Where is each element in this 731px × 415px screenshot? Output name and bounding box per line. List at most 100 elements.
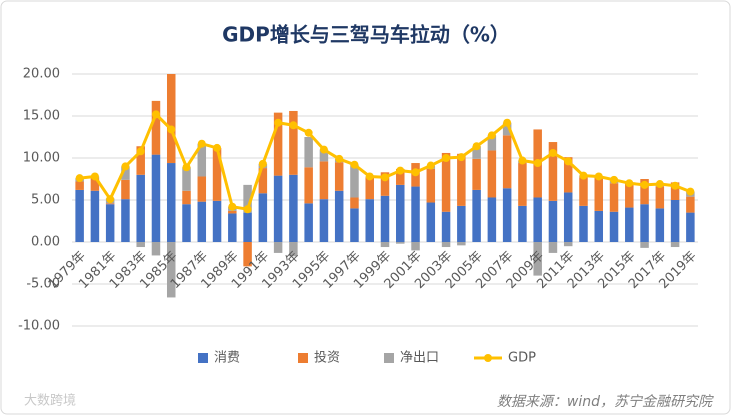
bar	[136, 242, 145, 248]
bar	[289, 242, 298, 257]
gdp-marker	[350, 160, 359, 169]
bar	[243, 212, 252, 242]
gdp-marker	[610, 175, 619, 184]
gdp-marker	[75, 174, 84, 183]
bar	[548, 242, 558, 253]
bar	[365, 177, 374, 200]
bar	[396, 242, 405, 244]
bar	[197, 201, 207, 242]
gdp-marker	[686, 187, 695, 196]
bar	[502, 188, 512, 242]
gdp-marker	[503, 118, 512, 127]
gdp-marker	[625, 179, 634, 188]
bar	[243, 184, 252, 213]
bar	[121, 199, 130, 242]
bar	[182, 204, 191, 242]
gdp-marker	[213, 143, 222, 152]
gdp-marker	[426, 161, 435, 170]
bar	[594, 176, 604, 211]
bar	[686, 196, 695, 213]
y-tick-label: 5.00	[31, 193, 60, 208]
bar	[411, 186, 420, 242]
bar	[228, 213, 237, 242]
y-tick-label: 0.00	[31, 235, 60, 250]
gdp-marker	[472, 142, 481, 151]
bar	[350, 197, 359, 209]
bar	[197, 176, 207, 202]
bar	[75, 181, 84, 190]
bar	[151, 154, 161, 242]
bar	[426, 202, 436, 242]
gdp-marker	[151, 110, 160, 119]
bar	[365, 199, 374, 242]
bar	[441, 211, 451, 242]
chart-title: GDP增长与三驾马车拉动（%）	[222, 23, 510, 47]
bar	[136, 146, 145, 175]
y-tick-label: 10.00	[23, 151, 60, 166]
gdp-marker	[106, 195, 115, 204]
bar	[472, 189, 481, 242]
bar	[212, 147, 222, 201]
gdp-marker	[564, 157, 573, 166]
bar	[166, 242, 176, 298]
bar	[563, 157, 573, 193]
gdp-marker	[457, 153, 466, 162]
bar	[319, 199, 329, 242]
y-tick-label: -5.00	[26, 277, 60, 292]
bar	[655, 208, 665, 242]
bar	[273, 242, 283, 253]
bar	[258, 168, 268, 194]
gdp-marker	[381, 173, 389, 182]
bar	[273, 112, 283, 176]
gdp-marker	[197, 139, 206, 148]
bar	[670, 242, 680, 248]
bar	[258, 193, 268, 242]
bar	[548, 200, 558, 242]
gdp-marker	[579, 171, 588, 180]
bar	[563, 192, 573, 242]
bar	[625, 207, 634, 242]
gdp-marker	[533, 159, 542, 168]
gdp-marker	[274, 118, 283, 127]
bar	[686, 212, 695, 242]
bar	[105, 203, 115, 205]
bar	[670, 182, 680, 200]
watermark: 大数跨境	[24, 394, 76, 409]
gdp-marker	[671, 181, 680, 190]
bar	[670, 200, 680, 242]
bar	[90, 190, 100, 242]
bar	[304, 167, 313, 204]
bar	[75, 189, 84, 242]
bar	[319, 149, 329, 162]
bar	[151, 242, 161, 256]
bar	[334, 162, 344, 191]
bar	[457, 242, 466, 246]
y-tick-label: 15.00	[23, 109, 60, 124]
gdp-marker	[365, 172, 374, 181]
bar	[655, 186, 665, 209]
bar	[243, 242, 252, 267]
bar	[502, 135, 512, 189]
bar	[594, 210, 604, 242]
bar	[609, 183, 619, 212]
gdp-marker	[319, 145, 328, 154]
bar	[609, 211, 619, 242]
gdp-marker	[518, 156, 527, 165]
bar	[472, 158, 481, 190]
gdp-marker	[487, 131, 496, 140]
gdp-marker	[594, 172, 603, 181]
bar	[166, 163, 176, 242]
gdp-marker	[304, 128, 313, 137]
bar	[625, 183, 634, 208]
legend-marker	[484, 354, 492, 362]
bar	[548, 142, 558, 201]
gdp-marker	[182, 163, 191, 172]
bar	[380, 195, 390, 242]
bar	[136, 174, 145, 242]
gdp-marker	[335, 154, 344, 163]
bar	[228, 210, 237, 214]
gdp-marker	[289, 121, 298, 130]
y-tick-label: -10.00	[18, 319, 60, 334]
gdp-marker	[411, 168, 420, 177]
